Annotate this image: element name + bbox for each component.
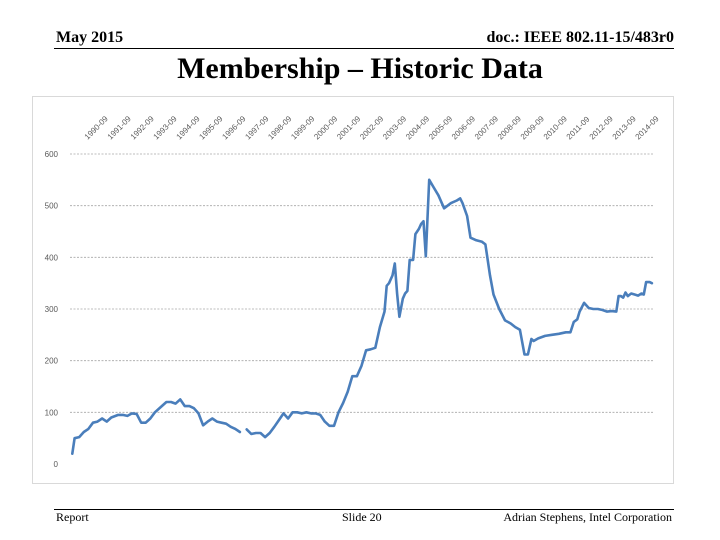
x-tick-label: 2012-09 xyxy=(588,114,616,142)
x-tick-label: 2014-09 xyxy=(634,114,662,142)
x-tick-label: 1996-09 xyxy=(220,114,248,142)
y-axis: 0 100 200 300 400 500 600 xyxy=(45,150,59,469)
x-tick-label: 2007-09 xyxy=(473,114,501,142)
chart-series xyxy=(71,178,654,455)
y-tick-label: 500 xyxy=(45,202,59,211)
x-tick-label: 2008-09 xyxy=(496,114,524,142)
series-line-segment-2 xyxy=(245,178,654,439)
x-tick-label: 2011-09 xyxy=(565,114,592,141)
x-tick-label: 2006-09 xyxy=(450,114,478,142)
y-tick-label: 0 xyxy=(54,460,59,469)
y-tick-label: 600 xyxy=(45,150,59,159)
x-tick-label: 2010-09 xyxy=(542,114,570,142)
x-tick-label: 2013-09 xyxy=(611,114,639,142)
x-tick-label: 2000-09 xyxy=(312,114,340,142)
x-tick-label: 2002-09 xyxy=(358,114,386,142)
header-date: May 2015 xyxy=(56,29,124,46)
x-tick-label: 1998-09 xyxy=(266,114,294,142)
x-tick-label: 1994-09 xyxy=(175,114,203,142)
x-tick-label: 2004-09 xyxy=(404,114,432,142)
y-tick-label: 400 xyxy=(45,253,59,262)
x-tick-label: 2009-09 xyxy=(519,114,547,142)
header-rule xyxy=(54,48,674,49)
x-tick-label: 2005-09 xyxy=(427,114,455,142)
footer-left: Report xyxy=(56,510,89,524)
membership-chart: 0 100 200 300 400 500 600 1990-091991-091992-0… xyxy=(45,114,661,469)
x-axis: 1990-091991-091992-091993-091994-091995-… xyxy=(83,114,661,142)
x-tick-label: 1997-09 xyxy=(243,114,271,142)
footer-slide-number: Slide 20 xyxy=(342,510,382,524)
x-tick-label: 1995-09 xyxy=(197,114,225,142)
x-tick-label: 1993-09 xyxy=(152,114,180,142)
x-tick-label: 1992-09 xyxy=(129,114,157,142)
y-tick-label: 300 xyxy=(45,305,59,314)
footer-author: Adrian Stephens, Intel Corporation xyxy=(503,510,672,524)
y-tick-label: 200 xyxy=(45,357,59,366)
y-tick-label: 100 xyxy=(45,408,59,417)
x-tick-label: 1990-09 xyxy=(83,114,111,142)
x-tick-label: 2003-09 xyxy=(381,114,409,142)
footer-rule xyxy=(54,509,674,510)
x-tick-label: 1991-09 xyxy=(106,114,134,142)
header-doc-id: doc.: IEEE 802.11-15/483r0 xyxy=(486,29,674,46)
slide-title: Membership – Historic Data xyxy=(177,52,543,85)
series-line-segment-1 xyxy=(71,398,242,455)
x-tick-label: 1999-09 xyxy=(289,114,317,142)
chart-grid xyxy=(70,153,653,413)
x-tick-label: 2001-09 xyxy=(335,114,363,142)
